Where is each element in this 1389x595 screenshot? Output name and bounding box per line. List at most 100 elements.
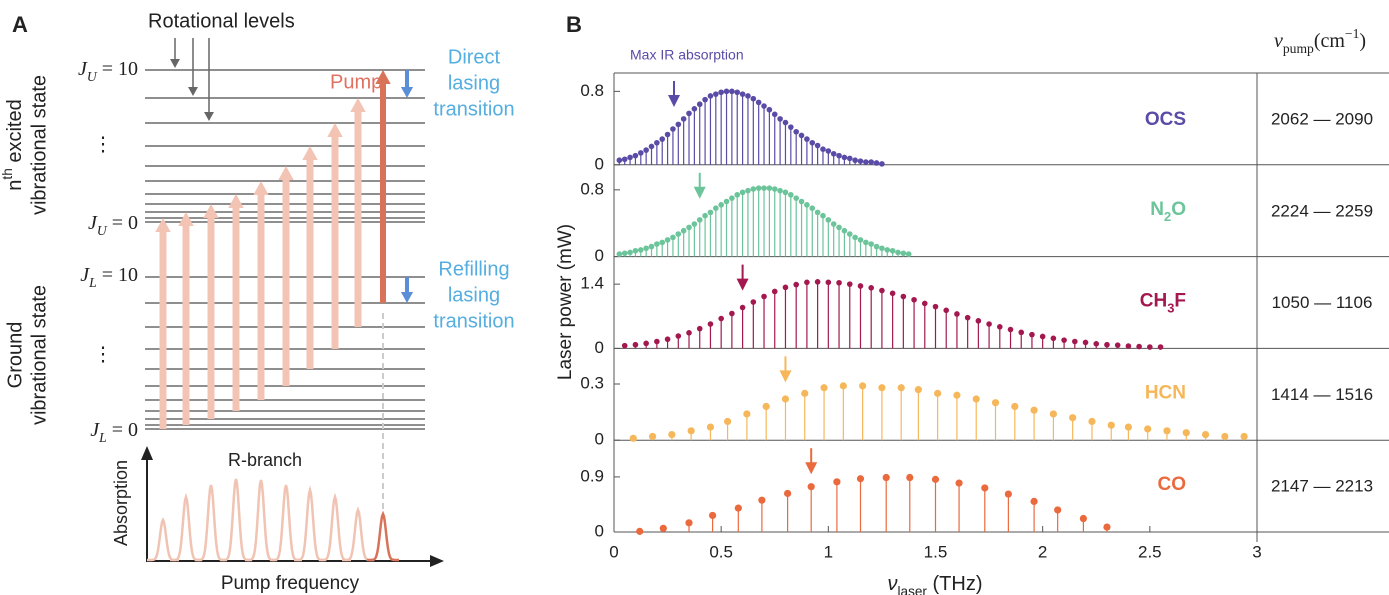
text-part: CH xyxy=(1140,291,1167,312)
stem-marker xyxy=(900,250,907,257)
stem-marker xyxy=(954,311,960,317)
stem-marker xyxy=(814,209,821,216)
stem-marker xyxy=(1240,432,1248,441)
series-label: CH3F xyxy=(1140,291,1186,316)
stem-marker xyxy=(1147,344,1153,350)
stem-marker xyxy=(1182,429,1190,437)
y-tick-label: 0 xyxy=(595,430,604,449)
absorption-peak xyxy=(342,506,374,562)
stem-marker xyxy=(868,159,874,165)
stem-marker xyxy=(906,473,914,482)
stem-marker xyxy=(1050,335,1057,342)
stem-marker xyxy=(814,279,821,285)
text-part: OCS xyxy=(1145,109,1186,130)
stem-marker xyxy=(670,234,676,241)
stem-marker xyxy=(798,198,805,205)
stem-marker xyxy=(680,116,687,122)
stem-marker xyxy=(750,95,757,102)
stem-marker xyxy=(675,231,682,237)
stem-marker xyxy=(627,154,633,161)
stem-marker xyxy=(708,511,717,520)
stem-marker xyxy=(841,227,848,234)
stem-marker xyxy=(718,202,724,208)
stem-marker xyxy=(868,241,874,247)
stem-marker xyxy=(723,88,730,95)
stem-marker xyxy=(659,136,666,142)
pump-transition-arrow-head xyxy=(278,166,294,180)
stem-marker xyxy=(659,524,667,532)
text-part: J xyxy=(88,212,98,234)
y-tick-label: 0.3 xyxy=(580,373,604,392)
stem-marker xyxy=(702,96,708,103)
stem-marker xyxy=(654,241,660,247)
rotational-arrow-head xyxy=(188,87,198,96)
stem-marker xyxy=(857,283,864,289)
stem-marker xyxy=(664,237,671,243)
stem-marker xyxy=(991,399,1000,407)
absorption-peak xyxy=(319,492,351,562)
r-branch-label: R-branch xyxy=(228,450,302,470)
stem-marker xyxy=(687,427,695,435)
stem-marker xyxy=(852,234,858,241)
stem-marker xyxy=(804,136,810,142)
stem-marker xyxy=(686,110,692,117)
text-part: ν xyxy=(887,573,897,595)
stem-marker xyxy=(648,432,657,441)
y-axis-label: Laser power (mW) xyxy=(555,224,576,380)
pump-range: 2147 — 2213 xyxy=(1271,477,1373,496)
stem-marker xyxy=(784,489,792,498)
stem-marker xyxy=(686,329,692,336)
absorption-peak xyxy=(367,510,399,562)
stem-marker xyxy=(878,384,886,392)
stem-marker xyxy=(632,247,639,254)
stem-marker xyxy=(825,217,832,223)
stem-marker xyxy=(964,314,971,321)
stem-marker xyxy=(1163,427,1171,435)
text-part: U xyxy=(97,223,108,238)
stem-marker xyxy=(943,307,950,314)
stem-marker xyxy=(654,338,660,345)
series-label: OCS xyxy=(1145,109,1186,130)
stem-marker xyxy=(981,484,989,492)
stem-marker xyxy=(675,333,682,339)
stem-marker xyxy=(750,299,757,305)
absorption-peak xyxy=(195,484,227,562)
pump-range: 1050 — 1106 xyxy=(1272,293,1373,312)
upper-state-label: vibrational state xyxy=(28,75,50,215)
stem-marker xyxy=(882,473,890,482)
level-label: JL = 10 xyxy=(80,264,138,290)
stem-marker xyxy=(777,116,783,122)
max-ir-arrow-head xyxy=(693,186,706,199)
stem-marker xyxy=(1125,343,1132,349)
stem-marker xyxy=(931,475,940,483)
stem-marker xyxy=(755,99,762,106)
stem-marker xyxy=(696,101,703,108)
pump-transition-arrow-head xyxy=(155,218,171,232)
stem-marker xyxy=(830,150,837,157)
y-tick-label: 0.8 xyxy=(580,81,604,100)
text-part: ) xyxy=(1359,30,1366,52)
stem-marker xyxy=(1093,341,1100,347)
text-part: N xyxy=(1150,199,1164,220)
stem-marker xyxy=(932,303,939,310)
axis-head xyxy=(430,555,444,567)
stem-marker xyxy=(782,284,789,291)
stem-marker xyxy=(788,124,794,130)
stem-marker xyxy=(745,93,751,99)
stem-marker xyxy=(879,245,885,252)
stem-marker xyxy=(707,321,714,327)
x-tick-label: 0.5 xyxy=(709,542,733,561)
stem-marker xyxy=(986,321,992,327)
max-ir-arrow-head xyxy=(779,370,792,383)
stem-marker xyxy=(1030,497,1038,505)
stem-marker xyxy=(905,251,912,257)
text-part: L xyxy=(88,275,97,290)
panel-label: B xyxy=(566,12,582,37)
stem-marker xyxy=(729,310,735,317)
y-tick-label: 0 xyxy=(595,521,604,540)
stem-marker xyxy=(857,158,864,164)
x-tick-label: 3 xyxy=(1252,542,1261,561)
stem-marker xyxy=(745,187,751,194)
stem-marker xyxy=(739,91,746,97)
max-ir-arrow-head xyxy=(736,278,749,291)
